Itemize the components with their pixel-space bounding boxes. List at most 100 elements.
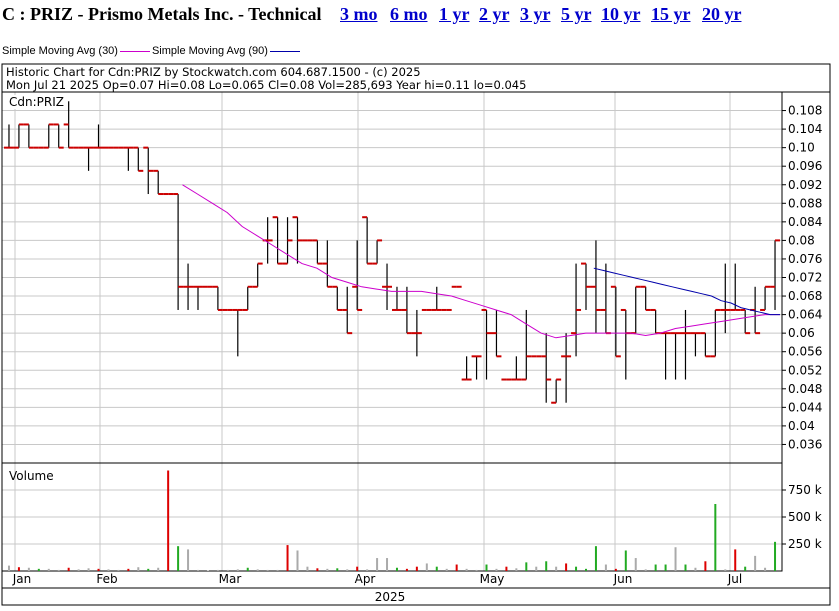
price-tick-label: 0.056 [788, 345, 822, 359]
volume-tick-label: 500 k [788, 510, 822, 524]
ohlc-bar [710, 308, 721, 358]
ohlc-bar [332, 285, 343, 311]
ohlc-bar [581, 262, 591, 310]
price-tick-label: 0.072 [788, 271, 822, 285]
ohlc-bar [23, 123, 34, 149]
volume-label: Volume [9, 469, 54, 483]
ohlc-bar [83, 146, 94, 171]
ohlc-bar [43, 123, 54, 149]
ohlc-bar [541, 333, 552, 403]
month-axis: Jan Feb Mar Apr May Jun Jul [12, 572, 742, 586]
ohlc-bar [561, 333, 572, 403]
ohlc-bar [511, 356, 522, 381]
price-tick-label: 0.068 [788, 289, 822, 303]
month-label: Apr [355, 572, 376, 586]
range-link-6mo[interactable]: 6 mo [390, 4, 428, 24]
ohlc-bar [153, 169, 164, 196]
ohlc-bar [431, 286, 442, 311]
range-link-3yr[interactable]: 3 yr [520, 4, 551, 24]
ohlc-bar [690, 332, 701, 357]
ohlc-bar [123, 146, 134, 171]
price-tick-label: 0.052 [788, 363, 822, 377]
ohlc-bar [242, 285, 253, 311]
ohlc-bar [461, 356, 472, 381]
ohlc-bar [551, 378, 562, 404]
ohlc-series [4, 101, 780, 404]
ohlc-bar [4, 124, 14, 149]
price-tick-label: 0.084 [788, 215, 822, 229]
ohlc-bar [63, 101, 74, 149]
ohlc-bar [760, 285, 771, 311]
ohlc-bar [720, 263, 731, 334]
ohlc-bar [53, 123, 64, 149]
ohlc-bar [411, 309, 422, 357]
ohlc-bar [481, 308, 492, 380]
price-tick-label: 0.044 [788, 400, 822, 414]
ohlc-bar [382, 263, 392, 310]
ohlc-bar [770, 239, 780, 310]
sma30-legend-label: Simple Moving Avg (30) [2, 45, 118, 57]
price-tick-label: 0.076 [788, 252, 822, 266]
ohlc-bar [292, 216, 303, 264]
year-label: 2025 [375, 590, 406, 604]
range-link-3mo[interactable]: 3 mo [340, 4, 378, 24]
price-tick-label: 0.108 [788, 104, 822, 118]
month-label: Jul [727, 572, 742, 586]
chart-info-line2: Mon Jul 21 2025 Op=0.07 Hi=0.08 Lo=0.065… [6, 78, 526, 92]
price-tick-label: 0.036 [788, 437, 822, 451]
ohlc-bar [700, 332, 711, 358]
volume-series [7, 470, 777, 571]
ohlc-bar [471, 355, 482, 380]
ohlc-bar [193, 285, 203, 310]
ohlc-bar [610, 285, 621, 358]
volume-grid [2, 463, 782, 571]
ohlc-bar [173, 193, 184, 310]
price-tick-label: 0.088 [788, 196, 822, 210]
ohlc-bar [272, 216, 283, 265]
volume-tick-label: 250 k [788, 537, 822, 551]
month-label: Feb [96, 572, 117, 586]
price-axis: 0.108 0.104 0.10 0.096 0.092 0.088 0.084 0.08 0.… [782, 104, 822, 451]
price-tick-label: 0.064 [788, 308, 822, 322]
sma90-legend-label: Simple Moving Avg (90) [151, 45, 268, 57]
ohlc-bar [282, 217, 293, 265]
price-tick-label: 0.104 [788, 122, 822, 136]
price-tick-label: 0.10 [788, 141, 815, 155]
ohlc-bar [740, 308, 751, 335]
ohlc-bar [372, 239, 383, 265]
range-link-20yr[interactable]: 20 yr [702, 4, 742, 24]
ohlc-bar [133, 146, 144, 172]
ohlc-bar [730, 263, 741, 311]
symbol-label: Cdn:PRIZ [9, 95, 64, 109]
ohlc-bar [312, 239, 323, 265]
ohlc-bar [352, 240, 363, 311]
month-label: Jan [12, 572, 32, 586]
range-link-5yr[interactable]: 5 yr [561, 4, 592, 24]
month-label: May [480, 572, 505, 586]
ohlc-bar [342, 286, 353, 335]
ohlc-bar [491, 309, 502, 358]
range-link-1yr[interactable]: 1 yr [439, 4, 470, 24]
ohlc-bar [232, 308, 243, 357]
ohlc-bar [13, 123, 24, 149]
ohlc-bar [590, 240, 601, 334]
price-grid [2, 92, 782, 463]
range-link-15yr[interactable]: 15 yr [651, 4, 691, 24]
price-tick-label: 0.08 [788, 233, 815, 247]
ohlc-bar [93, 124, 104, 149]
range-link-2yr[interactable]: 2 yr [479, 4, 510, 24]
ohlc-bar [521, 309, 532, 381]
page-title: C : PRIZ - Prismo Metals Inc. - Technica… [2, 4, 322, 24]
range-link-10yr[interactable]: 10 yr [601, 4, 641, 24]
volume-axis: 750 k 500 k 250 k [782, 483, 822, 551]
volume-tick-label: 750 k [788, 483, 822, 497]
sma30-line [182, 184, 780, 339]
price-tick-label: 0.092 [788, 178, 822, 192]
ohlc-bar [571, 263, 582, 357]
ohlc-bar [392, 286, 402, 311]
ohlc-bar [362, 216, 373, 265]
price-tick-label: 0.048 [788, 382, 822, 396]
month-label: Mar [219, 572, 242, 586]
chart-legend: Simple Moving Avg (30) Simple Moving Avg … [2, 45, 302, 57]
